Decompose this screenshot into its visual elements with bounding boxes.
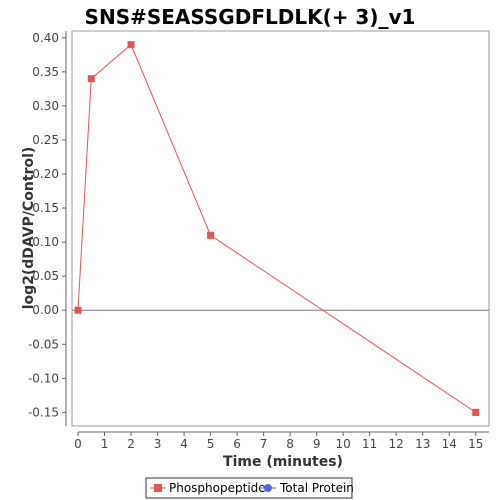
data-point-phosphopeptide xyxy=(207,231,215,239)
data-point-phosphopeptide xyxy=(472,408,480,416)
x-tick-label: 1 xyxy=(101,437,109,451)
data-point-phosphopeptide xyxy=(127,41,135,49)
data-point-phosphopeptide xyxy=(74,306,82,314)
x-tick-label: 4 xyxy=(180,437,188,451)
x-tick-label: 3 xyxy=(154,437,162,451)
legend-label-total-protein: Total Protein xyxy=(279,481,354,495)
y-tick-label: 0.15 xyxy=(32,201,59,215)
y-tick-label: 0.00 xyxy=(32,303,59,317)
y-tick-label: 0.10 xyxy=(32,235,59,249)
legend: Phosphopeptide Total Protein xyxy=(145,477,354,499)
x-tick-label: 0 xyxy=(74,437,82,451)
y-tick-label: 0.25 xyxy=(32,133,59,147)
x-tick-label: 12 xyxy=(389,437,404,451)
legend-marker-total-protein xyxy=(264,484,272,492)
y-tick-label: 0.35 xyxy=(32,65,59,79)
x-tick-label: 14 xyxy=(442,437,457,451)
x-tick-label: 11 xyxy=(362,437,377,451)
y-tick-label: 0.05 xyxy=(32,269,59,283)
y-tick-label: 0.40 xyxy=(32,31,59,45)
y-tick-label: -0.05 xyxy=(28,337,59,351)
x-tick-label: 15 xyxy=(468,437,483,451)
x-axis-label: Time (minutes) xyxy=(223,454,343,470)
legend-label-phosphopeptide: Phosphopeptide xyxy=(169,481,266,495)
series-layer xyxy=(74,41,480,416)
y-tick-label: 0.20 xyxy=(32,167,59,181)
x-tick-label: 13 xyxy=(415,437,430,451)
y-axis-label: log2(dDAVP/Control) xyxy=(21,147,37,310)
x-tick-label: 2 xyxy=(127,437,135,451)
x-tick-label: 7 xyxy=(260,437,268,451)
x-tick-label: 9 xyxy=(313,437,321,451)
x-tick-label: 8 xyxy=(286,437,294,451)
x-tick-label: 6 xyxy=(233,437,241,451)
x-ticks: 0 1 2 3 4 5 6 7 8 9 10 11 12 13 14 15 xyxy=(74,432,483,451)
y-tick-label: -0.15 xyxy=(28,405,59,419)
data-point-phosphopeptide xyxy=(87,75,95,83)
y-ticks: 0.40 0.35 0.30 0.25 0.20 0.15 0.10 0.05 0.00 -0.0… xyxy=(28,31,66,419)
chart-title: SNS#SEASSGDFLDLK(+ 3)_v1 xyxy=(85,5,416,29)
legend-box xyxy=(145,477,353,499)
y-tick-label: 0.30 xyxy=(32,99,59,113)
legend-marker-phosphopeptide xyxy=(154,484,162,492)
y-tick-label: -0.10 xyxy=(28,371,59,385)
x-tick-label: 10 xyxy=(336,437,351,451)
x-tick-label: 5 xyxy=(207,437,215,451)
plot-area xyxy=(71,30,490,427)
